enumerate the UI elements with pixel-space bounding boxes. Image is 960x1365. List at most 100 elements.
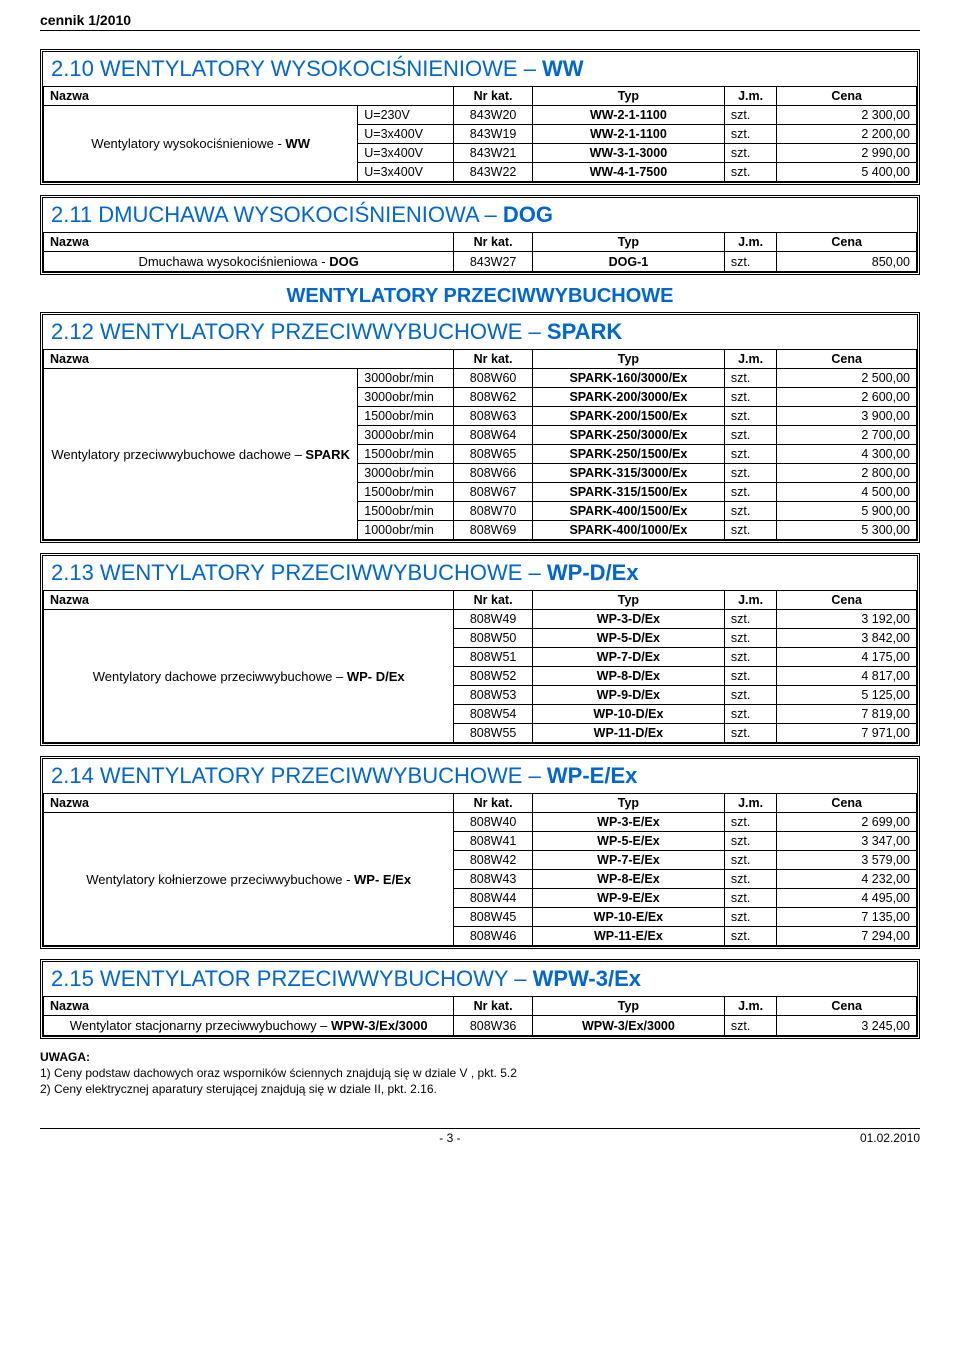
section-spark: 2.12 WENTYLATORY PRZECIWWYBUCHOWE – SPAR… — [40, 312, 920, 543]
row-cena: 7 971,00 — [777, 724, 917, 743]
row-jm: szt. — [724, 407, 776, 426]
section-ww-title-prefix: 2.10 WENTYLATORY WYSOKOCIŚNIENIOWE – — [51, 56, 542, 81]
table-wpd-body: Wentylatory dachowe przeciwwybuchowe – W… — [44, 610, 917, 743]
table-wpe: Nazwa Nr kat. Typ J.m. Cena Wentylatory … — [43, 793, 917, 946]
row-jm: szt. — [724, 521, 776, 540]
footer-page: - 3 - — [40, 1131, 860, 1145]
section-wpd: 2.13 WENTYLATORY PRZECIWWYBUCHOWE – WP-D… — [40, 553, 920, 746]
row-typ: WP-11-E/Ex — [532, 927, 724, 946]
row-kat: 808W60 — [454, 369, 533, 388]
row-typ: WP-11-D/Ex — [532, 724, 724, 743]
row-jm: szt. — [724, 483, 776, 502]
row-jm: szt. — [724, 832, 776, 851]
row-sub: U=3x400V — [358, 125, 454, 144]
h-typ: Typ — [532, 997, 724, 1016]
row-cena: 2 700,00 — [777, 426, 917, 445]
row-typ: WP-7-D/Ex — [532, 648, 724, 667]
row-cena: 5 125,00 — [777, 686, 917, 705]
row-kat: 843W20 — [454, 106, 533, 125]
row-kat: 808W43 — [454, 870, 533, 889]
section-dog-title-prefix: 2.11 DMUCHAWA WYSOKOCIŚNIENIOWA – — [51, 202, 503, 227]
row-cena: 7 819,00 — [777, 705, 917, 724]
row-kat: 808W66 — [454, 464, 533, 483]
row-cena: 3 347,00 — [777, 832, 917, 851]
row-sub: 3000obr/min — [358, 426, 454, 445]
h-nrkat: Nr kat. — [454, 350, 533, 369]
h-cena: Cena — [777, 87, 917, 106]
h-cena: Cena — [777, 233, 917, 252]
h-cena: Cena — [777, 794, 917, 813]
row-jm: szt. — [724, 851, 776, 870]
section-ww-title-bold: WW — [542, 56, 584, 81]
row-sub: 3000obr/min — [358, 464, 454, 483]
row-jm: szt. — [724, 908, 776, 927]
section-wpw-title-bold: WPW-3/Ex — [533, 966, 641, 991]
row-jm: szt. — [724, 125, 776, 144]
row-cena: 4 495,00 — [777, 889, 917, 908]
notes-uwaga: UWAGA: — [40, 1050, 90, 1064]
section-wpw-title: 2.15 WENTYLATOR PRZECIWWYBUCHOWY – WPW-3… — [43, 962, 917, 996]
h-nazwa: Nazwa — [44, 794, 454, 813]
table-wpd: Nazwa Nr kat. Typ J.m. Cena Wentylatory … — [43, 590, 917, 743]
row-kat: 808W46 — [454, 927, 533, 946]
row-kat: 843W19 — [454, 125, 533, 144]
notes-line-2: 2) Ceny elektrycznej aparatury sterujące… — [40, 1082, 437, 1096]
h-jm: J.m. — [724, 794, 776, 813]
row-cena: 4 300,00 — [777, 445, 917, 464]
table-wpw-body: Wentylator stacjonarny przeciwwybuchowy … — [44, 1016, 917, 1036]
row-cena: 3 900,00 — [777, 407, 917, 426]
row-sub: 1500obr/min — [358, 502, 454, 521]
row-kat: 808W64 — [454, 426, 533, 445]
row-typ: SPARK-250/3000/Ex — [532, 426, 724, 445]
table-header-row: Nazwa Nr kat. Typ J.m. Cena — [44, 87, 917, 106]
row-jm: szt. — [724, 445, 776, 464]
row-typ: WW-2-1-1100 — [532, 125, 724, 144]
row-jm: szt. — [724, 629, 776, 648]
row-jm: szt. — [724, 1016, 776, 1036]
row-name: Wentylatory dachowe przeciwwybuchowe – W… — [44, 610, 454, 743]
section-wpd-title-bold: WP-D/Ex — [547, 560, 639, 585]
row-typ: WW-2-1-1100 — [532, 106, 724, 125]
row-kat: 808W50 — [454, 629, 533, 648]
table-spark: Nazwa Nr kat. Typ J.m. Cena Wentylatory … — [43, 349, 917, 540]
row-jm: szt. — [724, 889, 776, 908]
row-sub: 1000obr/min — [358, 521, 454, 540]
row-jm: szt. — [724, 705, 776, 724]
row-cena: 3 192,00 — [777, 610, 917, 629]
row-typ: SPARK-160/3000/Ex — [532, 369, 724, 388]
h-nazwa: Nazwa — [44, 87, 454, 106]
h-nazwa: Nazwa — [44, 350, 454, 369]
row-jm: szt. — [724, 163, 776, 182]
row-typ: SPARK-200/3000/Ex — [532, 388, 724, 407]
row-sub: U=230V — [358, 106, 454, 125]
row-sub: 1500obr/min — [358, 445, 454, 464]
row-cena: 3 245,00 — [777, 1016, 917, 1036]
row-jm: szt. — [724, 667, 776, 686]
row-kat: 808W45 — [454, 908, 533, 927]
h-jm: J.m. — [724, 591, 776, 610]
row-kat: 808W65 — [454, 445, 533, 464]
section-wpd-title: 2.13 WENTYLATORY PRZECIWWYBUCHOWE – WP-D… — [43, 556, 917, 590]
row-typ: WP-10-E/Ex — [532, 908, 724, 927]
row-typ: WP-5-D/Ex — [532, 629, 724, 648]
h-typ: Typ — [532, 591, 724, 610]
row-cena: 2 699,00 — [777, 813, 917, 832]
row-sub: 1500obr/min — [358, 407, 454, 426]
h-nrkat: Nr kat. — [454, 997, 533, 1016]
row-jm: szt. — [724, 369, 776, 388]
h-cena: Cena — [777, 591, 917, 610]
row-kat: 808W70 — [454, 502, 533, 521]
notes: UWAGA: 1) Ceny podstaw dachowych oraz ws… — [40, 1049, 920, 1098]
row-cena: 5 900,00 — [777, 502, 917, 521]
table-header-row: Nazwa Nr kat. Typ J.m. Cena — [44, 794, 917, 813]
h-nazwa: Nazwa — [44, 997, 454, 1016]
row-jm: szt. — [724, 426, 776, 445]
row-jm: szt. — [724, 464, 776, 483]
section-wpe-title-bold: WP-E/Ex — [547, 763, 637, 788]
section-wpd-title-prefix: 2.13 WENTYLATORY PRZECIWWYBUCHOWE – — [51, 560, 547, 585]
row-kat: 808W44 — [454, 889, 533, 908]
notes-line-1: 1) Ceny podstaw dachowych oraz wspornikó… — [40, 1066, 517, 1080]
row-kat: 808W41 — [454, 832, 533, 851]
footer: - 3 - 01.02.2010 — [40, 1128, 920, 1145]
table-row: Wentylatory wysokociśnieniowe - WWU=230V… — [44, 106, 917, 125]
